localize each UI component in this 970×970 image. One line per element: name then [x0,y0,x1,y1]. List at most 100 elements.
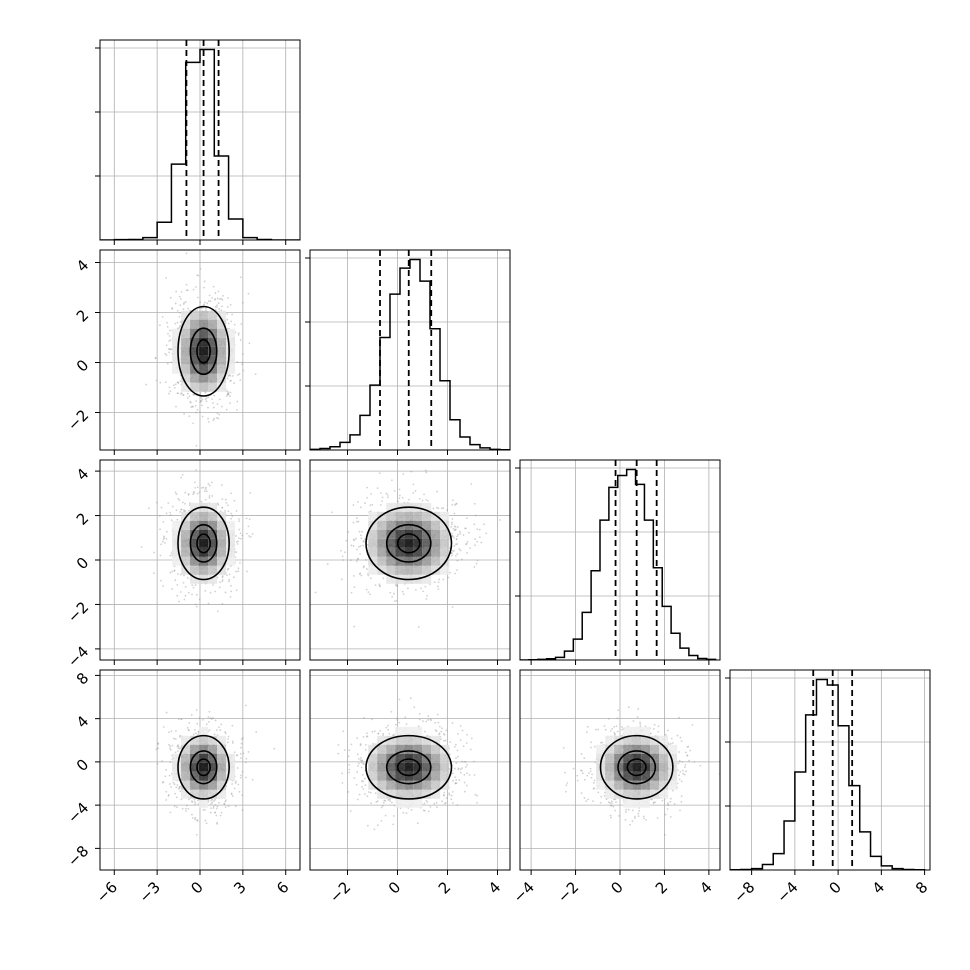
sample-point [436,806,438,809]
sample-point [179,321,182,323]
sample-point [180,297,182,300]
sample-point [463,773,466,776]
density-cell [208,310,218,320]
density-cell [190,762,200,772]
sample-point [456,553,459,555]
sample-point [208,729,211,731]
sample-point [177,787,180,790]
sample-point [186,577,189,579]
sample-point [174,579,177,582]
density-cell [422,735,432,745]
sample-point [457,733,459,735]
sample-point [184,594,187,597]
sample-point [196,593,198,596]
sample-point [423,802,426,805]
sample-point [225,408,228,411]
sample-point [174,738,177,741]
sample-point [347,531,350,533]
sample-point [412,491,415,494]
sample-point [213,417,216,420]
density-cell [377,753,387,763]
sample-point [466,733,468,736]
sample-point [365,559,367,561]
sample-point [214,292,217,294]
density-cell [199,798,209,808]
density-cell [431,538,441,548]
sample-point [187,729,190,731]
sample-point [455,782,458,785]
density-cell [208,511,218,521]
sample-point [459,532,462,535]
density-cell [395,547,405,557]
sample-point [360,574,363,577]
density-cell [199,538,209,548]
sample-point [173,783,176,786]
x-tick-label: −6 [93,878,121,906]
sample-point [168,348,171,351]
sample-point [176,321,179,324]
sample-point [392,823,395,826]
density-cell [181,753,191,763]
density-cell [208,735,218,745]
sample-point [147,507,150,510]
density-cell [208,529,218,539]
density-cell [413,735,423,745]
sample-point [177,382,180,384]
sample-point [413,706,416,709]
sample-point [169,339,172,342]
sample-point [180,718,183,721]
sample-point [214,308,217,311]
sample-point [180,798,183,801]
sample-point [213,298,216,301]
sample-point [230,517,233,520]
density-cell [440,511,450,521]
sample-point [365,735,368,738]
sample-point [459,768,462,771]
sample-point [165,790,168,793]
sample-point [239,379,242,382]
sample-point [236,360,239,363]
sample-point [452,779,455,782]
sample-point [229,595,232,598]
sample-point [216,417,218,419]
sample-point [205,307,208,310]
y-tick-label: −8 [64,842,92,870]
sample-point [464,761,467,763]
sample-point [190,406,193,409]
density-cell [199,346,209,356]
density-cell [208,744,218,754]
sample-point [235,551,238,554]
sample-point [241,809,244,812]
sample-point [177,497,180,500]
sample-point [451,550,454,552]
sample-point [212,807,215,809]
sample-point [369,510,372,513]
density-cell [199,382,209,392]
density-cell [190,337,200,347]
sample-point [341,781,344,784]
sample-point [422,590,424,593]
sample-point [217,503,220,506]
sample-point [423,493,425,496]
sample-point [376,487,379,490]
sample-point [385,492,388,495]
sample-point [235,535,237,537]
sample-point [452,550,455,552]
sample-point [240,738,243,740]
sample-point [159,554,162,557]
density-cell [422,780,432,790]
sample-point [438,725,441,728]
sample-point [208,484,211,487]
density-cell [377,735,387,745]
sample-point [476,559,479,562]
sample-point [456,804,459,807]
sample-point [239,562,241,564]
sample-point [196,274,199,277]
sample-point [204,391,207,394]
sample-point [440,738,442,741]
sample-point [474,514,477,517]
sample-point [418,497,421,500]
sample-point [169,783,171,785]
density-cell [368,556,378,566]
sample-point [451,535,453,537]
